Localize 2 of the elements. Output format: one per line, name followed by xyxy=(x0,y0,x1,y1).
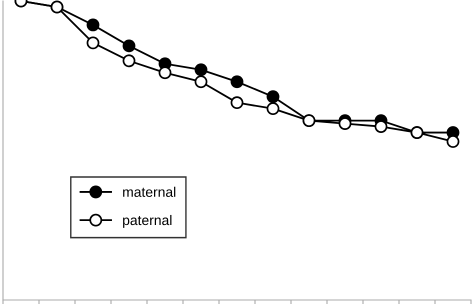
legend-label: paternal xyxy=(123,214,172,228)
legend-label: maternal xyxy=(123,186,176,197)
